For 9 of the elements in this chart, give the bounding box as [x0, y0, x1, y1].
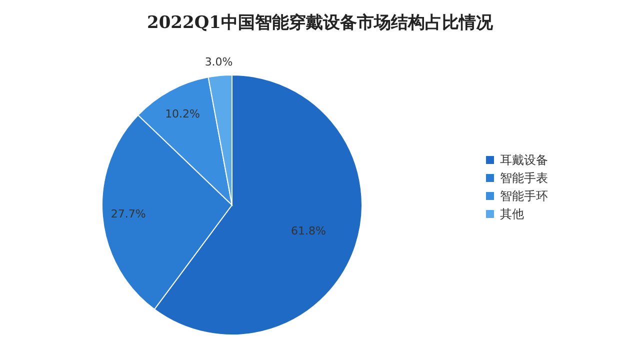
- legend-label: 智能手表: [500, 171, 548, 185]
- data-label: 10.2%: [165, 108, 200, 121]
- data-label: 27.7%: [110, 208, 146, 221]
- chart-title: 2022Q1中国智能穿戴设备市场结构占比情况: [147, 13, 494, 33]
- legend-label: 其他: [500, 207, 524, 221]
- data-label: 61.8%: [291, 224, 326, 238]
- legend-label: 智能手环: [500, 189, 548, 203]
- legend-label: 耳戴设备: [500, 153, 548, 167]
- data-label: 3.0%: [204, 56, 233, 69]
